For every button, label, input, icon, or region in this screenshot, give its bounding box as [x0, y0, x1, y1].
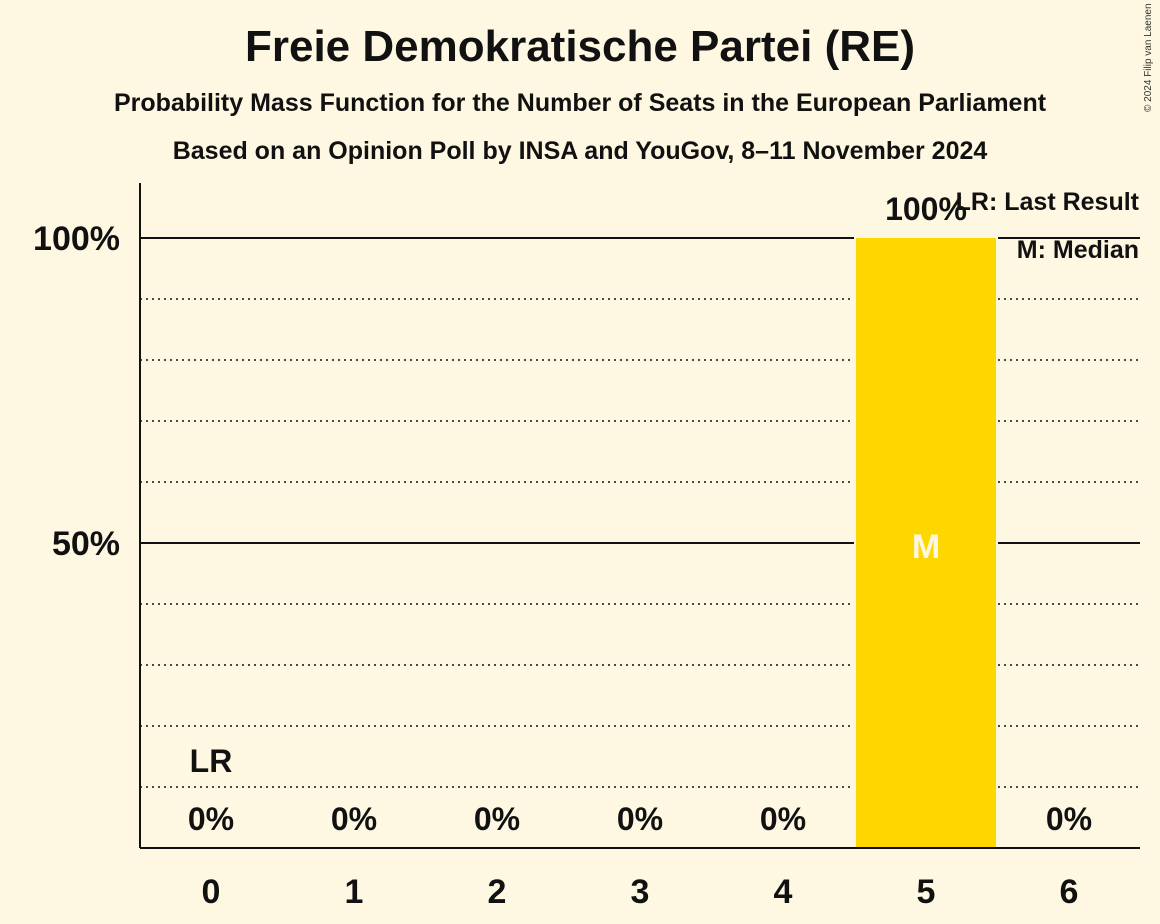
legend-median: M: Median	[1017, 236, 1139, 264]
bar	[856, 238, 996, 848]
data-label: 0%	[1046, 801, 1092, 837]
legend-last-result: LR: Last Result	[956, 188, 1140, 216]
x-tick-label: 3	[631, 873, 650, 911]
chart-title: Freie Demokratische Partei (RE)	[244, 22, 916, 71]
x-tick-label: 6	[1060, 873, 1079, 911]
y-tick-label: 100%	[33, 220, 120, 258]
x-tick-label: 2	[488, 873, 507, 911]
data-label: 0%	[760, 801, 806, 837]
data-label: 0%	[331, 801, 377, 837]
x-tick-label: 4	[774, 873, 793, 911]
data-label: 0%	[188, 801, 234, 837]
data-label: 100%	[885, 191, 967, 227]
last-result-marker: LR	[190, 743, 233, 779]
x-tick-label: 0	[202, 873, 221, 911]
x-tick-label: 5	[917, 873, 936, 911]
y-tick-label: 50%	[52, 525, 120, 563]
median-marker: M	[912, 528, 940, 566]
data-label: 0%	[474, 801, 520, 837]
chart-source-line: Based on an Opinion Poll by INSA and You…	[172, 137, 988, 165]
chart-subtitle: Probability Mass Function for the Number…	[113, 89, 1047, 117]
x-tick-label: 1	[345, 873, 364, 911]
data-label: 0%	[617, 801, 663, 837]
